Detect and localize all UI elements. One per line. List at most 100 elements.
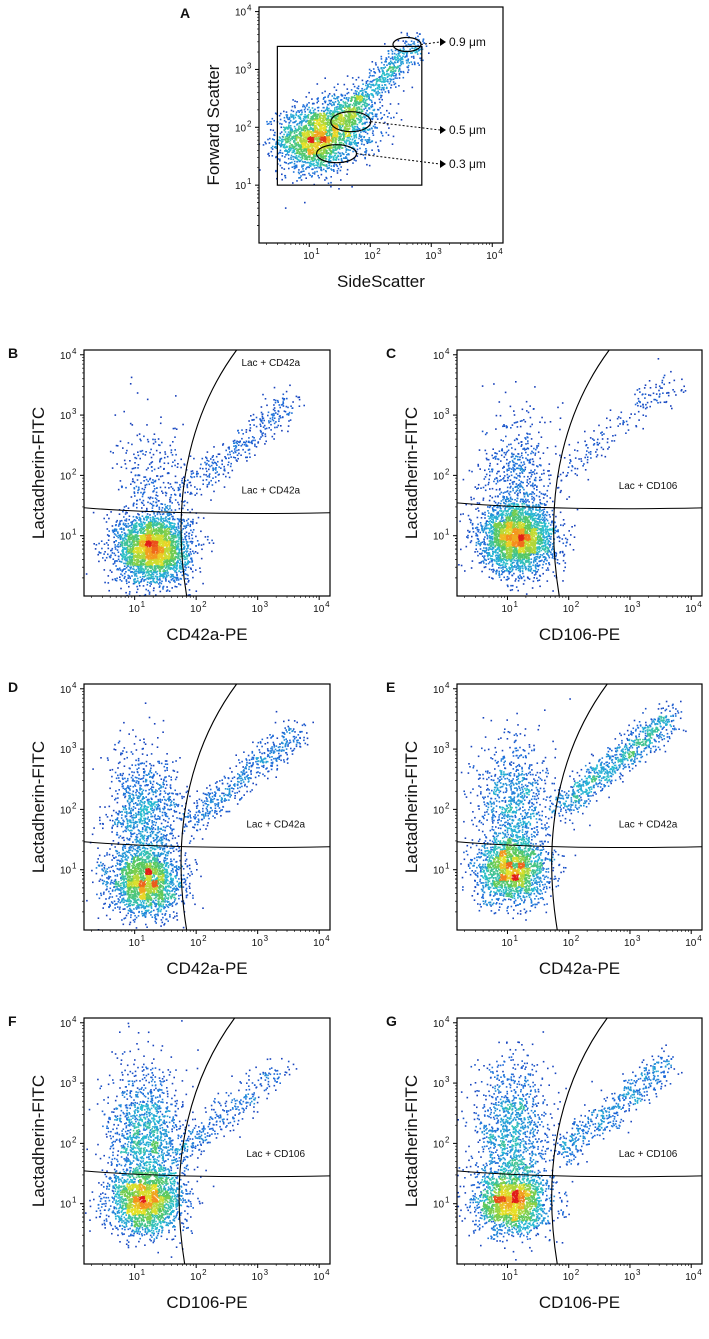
data-point bbox=[274, 132, 276, 134]
data-point bbox=[281, 179, 283, 181]
data-point bbox=[331, 157, 333, 159]
data-point bbox=[322, 158, 324, 160]
data-point bbox=[293, 137, 295, 139]
data-point bbox=[285, 142, 287, 144]
data-point bbox=[288, 168, 290, 170]
data-point bbox=[304, 109, 306, 111]
data-point bbox=[290, 157, 292, 159]
data-point bbox=[326, 112, 328, 114]
data-point bbox=[291, 116, 293, 118]
data-point bbox=[293, 116, 295, 118]
data-point bbox=[310, 161, 312, 163]
data-point bbox=[293, 111, 295, 113]
data-point bbox=[304, 155, 306, 157]
data-point bbox=[312, 107, 314, 109]
data-point bbox=[304, 114, 306, 116]
data-point bbox=[283, 146, 285, 148]
data-point bbox=[308, 141, 310, 143]
data-point bbox=[287, 138, 289, 140]
data-point bbox=[303, 104, 305, 106]
data-point bbox=[338, 137, 340, 139]
data-point bbox=[296, 180, 298, 182]
data-point bbox=[293, 171, 295, 173]
data-point bbox=[313, 110, 315, 112]
data-point bbox=[307, 166, 309, 168]
data-point bbox=[303, 161, 305, 163]
data-point bbox=[316, 102, 318, 104]
data-point bbox=[348, 154, 350, 156]
data-point bbox=[267, 139, 269, 141]
data-point bbox=[312, 143, 314, 145]
data-point bbox=[287, 134, 289, 136]
data-point bbox=[323, 169, 325, 171]
data-point bbox=[321, 121, 323, 123]
data-point bbox=[328, 152, 330, 154]
data-point bbox=[295, 128, 297, 130]
data-point bbox=[299, 140, 301, 142]
panel-letter: A bbox=[180, 5, 190, 21]
data-point bbox=[274, 146, 276, 148]
data-point bbox=[319, 113, 321, 115]
data-point bbox=[298, 111, 300, 113]
data-point bbox=[298, 156, 300, 158]
data-point bbox=[314, 167, 316, 169]
data-point bbox=[280, 152, 282, 154]
data-point bbox=[288, 122, 290, 124]
data-point bbox=[292, 166, 294, 168]
data-point bbox=[290, 140, 292, 142]
data-point bbox=[285, 121, 287, 123]
data-point bbox=[317, 142, 319, 144]
data-point bbox=[349, 149, 351, 151]
data-point bbox=[284, 168, 286, 170]
data-point bbox=[310, 152, 312, 154]
data-point bbox=[301, 154, 303, 156]
data-point bbox=[263, 144, 265, 146]
data-point bbox=[299, 173, 301, 175]
data-point bbox=[292, 144, 294, 146]
data-point bbox=[339, 143, 341, 145]
data-point bbox=[343, 157, 345, 159]
data-point bbox=[275, 171, 277, 173]
data-point bbox=[268, 123, 270, 125]
data-point bbox=[284, 139, 286, 141]
data-point bbox=[281, 141, 283, 143]
data-point bbox=[358, 138, 360, 140]
data-point bbox=[328, 183, 330, 185]
data-point bbox=[305, 158, 307, 160]
data-point bbox=[336, 153, 338, 155]
data-point bbox=[308, 125, 310, 127]
data-point bbox=[318, 163, 320, 165]
data-point bbox=[281, 174, 283, 176]
data-point bbox=[267, 153, 269, 155]
data-point bbox=[321, 164, 323, 166]
data-point bbox=[290, 132, 292, 134]
data-point bbox=[340, 142, 342, 144]
data-point bbox=[304, 111, 306, 113]
data-point bbox=[301, 111, 303, 113]
data-point bbox=[303, 170, 305, 172]
data-point bbox=[303, 120, 305, 122]
data-point bbox=[338, 159, 340, 161]
data-point bbox=[304, 202, 306, 204]
data-point bbox=[271, 151, 273, 153]
data-point bbox=[301, 109, 303, 111]
data-point bbox=[319, 115, 321, 117]
data-point bbox=[310, 109, 312, 111]
data-point bbox=[296, 157, 298, 159]
data-point bbox=[315, 142, 317, 144]
data-point bbox=[292, 106, 294, 108]
data-point bbox=[311, 163, 313, 165]
data-point bbox=[305, 137, 307, 139]
data-point bbox=[329, 110, 331, 112]
data-point bbox=[300, 175, 302, 177]
data-point bbox=[302, 147, 304, 149]
data-point bbox=[305, 155, 307, 157]
data-point bbox=[291, 136, 293, 138]
data-point bbox=[285, 131, 287, 133]
data-point bbox=[280, 113, 282, 115]
data-point bbox=[296, 148, 298, 150]
data-point bbox=[336, 158, 338, 160]
figure: A10 1 10 2 10 3 10 410 110 210 310 4SideScatterForw… bbox=[0, 0, 709, 1339]
data-point bbox=[338, 168, 340, 170]
data-point bbox=[320, 169, 322, 171]
